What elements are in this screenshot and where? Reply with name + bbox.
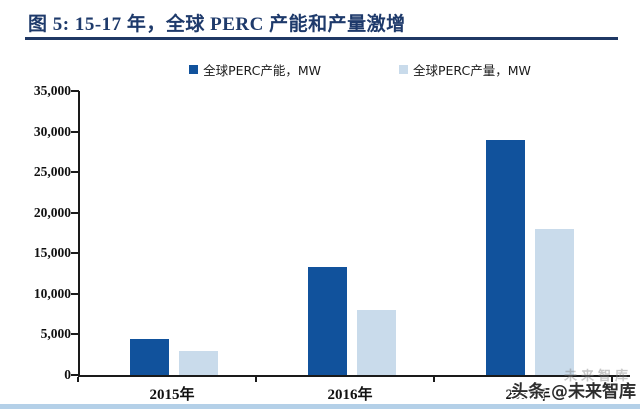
y-axis-tick — [71, 252, 79, 255]
y-axis-label: 15,000 — [33, 245, 71, 261]
y-axis-label: 25,000 — [33, 164, 71, 180]
bar-capacity-2017年 — [486, 139, 525, 375]
y-axis-tick — [71, 130, 79, 133]
y-axis-tick — [71, 292, 79, 295]
x-axis-label: 2017年 — [505, 387, 551, 403]
bar-production-2015年 — [179, 351, 218, 375]
bar-production-2016年 — [357, 310, 396, 375]
x-axis-label: 2015年 — [149, 387, 195, 403]
figure-title: 图 5: 15-17 年，全球 PERC 产能和产量激增 — [28, 14, 406, 35]
legend-swatch-production — [399, 64, 408, 74]
legend-swatch-capacity — [189, 64, 199, 74]
watermark: 头条 @未来智库 — [511, 382, 636, 402]
chart-legend: 全球PERC产能，MW 全球PERC产量，MW — [80, 60, 640, 78]
y-axis-tick — [71, 211, 79, 214]
y-axis-label: 5,000 — [40, 326, 71, 342]
bar-capacity-2015年 — [130, 338, 169, 375]
plot-area — [71, 90, 614, 376]
y-axis-tick — [71, 90, 79, 92]
y-axis-label: 35,000 — [33, 83, 71, 98]
y-axis-tick — [71, 374, 79, 376]
legend-label-production: 全球PERC产量，MW — [413, 62, 531, 78]
y-axis-label: 0 — [64, 367, 71, 382]
legend-item-capacity: 全球PERC产能，MW — [189, 60, 321, 79]
x-axis-label: 2016年 — [327, 387, 373, 403]
bar-capacity-2016年 — [308, 267, 347, 375]
y-axis-label: 20,000 — [33, 204, 71, 220]
y-axis-label: 10,000 — [33, 285, 71, 301]
y-axis-tick — [71, 333, 79, 336]
watermark-ghost: 未来智库 — [563, 369, 632, 384]
title-divider — [25, 37, 618, 40]
x-axis-tick — [255, 377, 257, 382]
bottom-border-strip — [0, 404, 640, 409]
x-axis-line — [78, 375, 630, 377]
y-axis-label: 30,000 — [33, 123, 71, 139]
x-axis-tick — [611, 377, 613, 382]
x-axis-tick — [433, 377, 435, 382]
bar-production-2017年 — [535, 228, 574, 375]
legend-label-capacity: 全球PERC产能，MW — [203, 62, 321, 78]
legend-item-production: 全球PERC产量，MW — [399, 60, 531, 79]
x-axis-tick — [77, 377, 79, 382]
y-axis-tick — [71, 171, 79, 174]
